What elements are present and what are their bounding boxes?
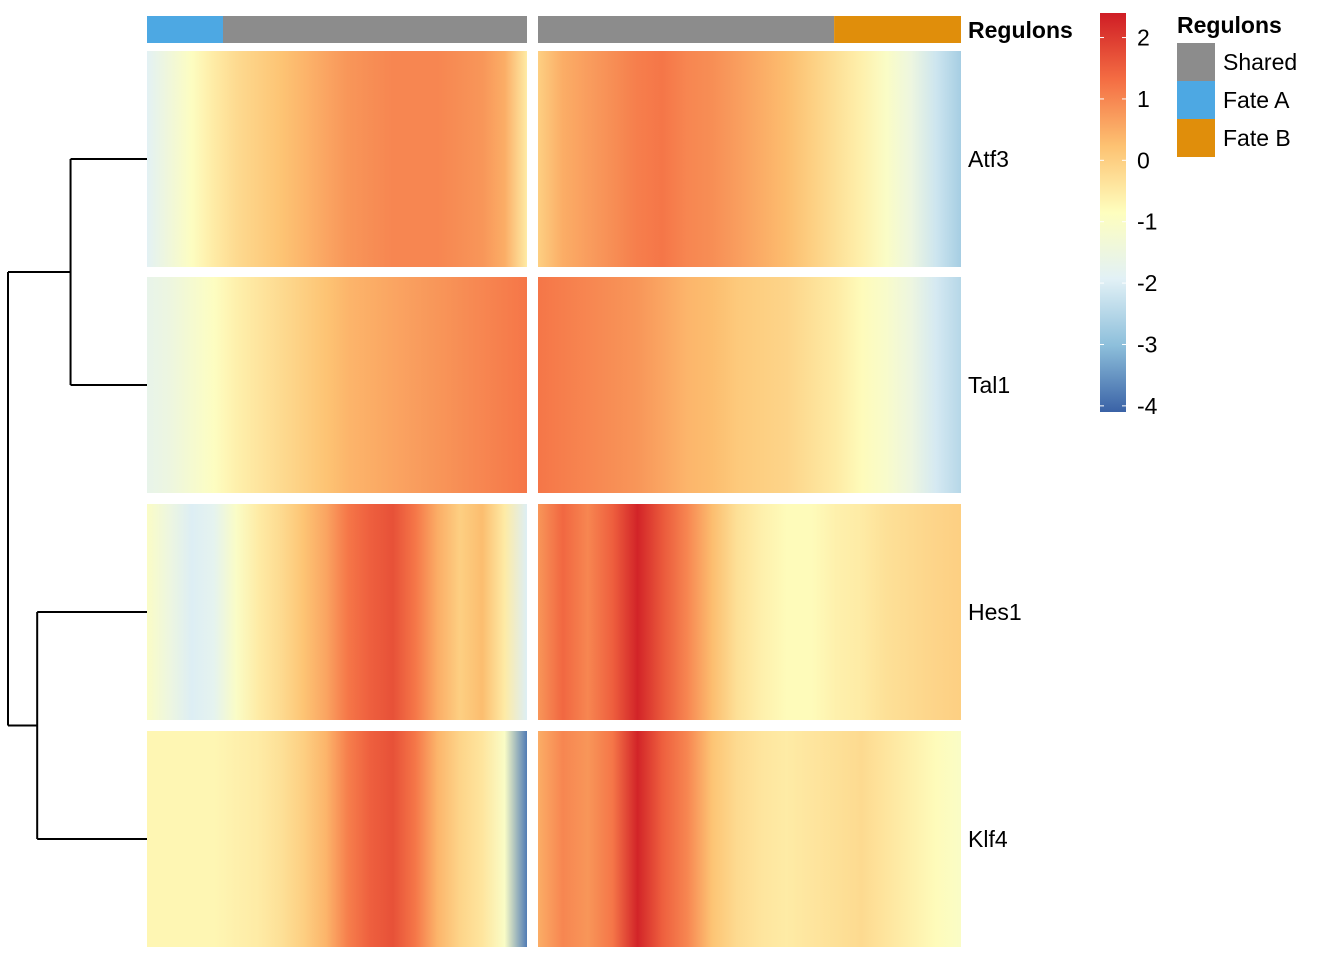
annotation-segment-fate-b [834,16,961,43]
heatmap-cell-hes1-panel-2 [538,504,961,720]
regulons-legend-title: Regulons [1177,12,1282,38]
color-scale-tick-label: -3 [1137,331,1157,357]
heatmap-cell-klf4-panel-2 [538,731,961,947]
color-scale-bar [1100,13,1126,412]
annotation-segment-fate-a [147,16,223,43]
regulons-legend: Regulons Shared Fate A Fate B [1177,12,1297,157]
color-scale-tick-label: -1 [1137,209,1157,235]
heatmap-cell-atf3-panel-1 [147,51,527,267]
heatmap-cell-klf4-panel-1 [147,731,527,947]
legend-label-fate-a: Fate A [1223,87,1290,113]
row-labels: Atf3 Tal1 Hes1 Klf4 [968,146,1022,852]
row-label-hes1: Hes1 [968,599,1022,625]
color-scale-tick-label: -2 [1137,270,1157,296]
heatmap-cell-tal1-panel-1 [147,277,527,493]
legend-swatch-fate-a [1177,81,1215,119]
color-scale-tick-label: -4 [1137,393,1158,419]
regulons-annotation-bar [147,16,961,43]
heatmap-cell-hes1-panel-1 [147,504,527,720]
legend-swatch-shared [1177,43,1215,81]
row-label-klf4: Klf4 [968,826,1008,852]
heatmap-cell-atf3-panel-2 [538,51,961,267]
color-scale-tick-label: 2 [1137,25,1150,51]
legend-label-fate-b: Fate B [1223,125,1291,151]
row-label-atf3: Atf3 [968,146,1009,172]
color-scale-legend: 2 1 0 -1 -2 -3 -4 [1100,13,1158,419]
legend-label-shared: Shared [1223,49,1297,75]
heatmap-cell-tal1-panel-2 [538,277,961,493]
row-label-tal1: Tal1 [968,372,1010,398]
color-scale-tick-label: 0 [1137,147,1150,173]
annotation-segment-shared [538,16,835,43]
row-dendrogram [7,158,147,840]
annotation-track-label: Regulons [968,17,1073,43]
heatmap-body [147,51,961,947]
legend-swatch-fate-b [1177,119,1215,157]
color-scale-tick-label: 1 [1137,86,1150,112]
annotation-segment-shared [223,16,527,43]
